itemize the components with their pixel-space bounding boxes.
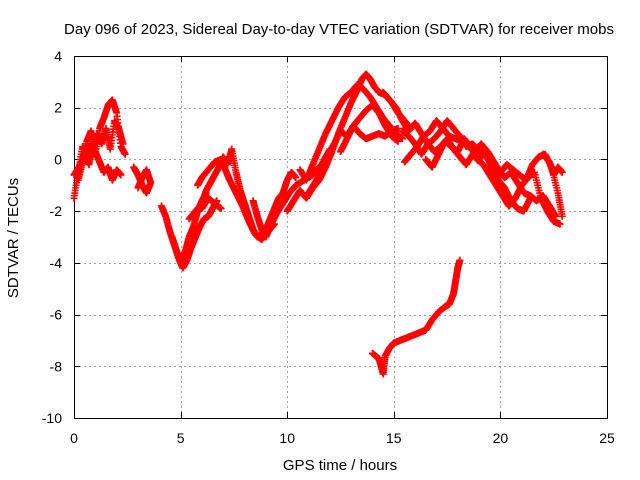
y-tick-label: 0 [54, 151, 62, 167]
x-tick-label: 25 [599, 430, 615, 446]
x-tick-label: 5 [177, 430, 185, 446]
data-point [394, 124, 402, 132]
data-point [556, 220, 564, 228]
data-point [121, 150, 129, 158]
series-trace-c [74, 127, 125, 184]
data-point [456, 256, 464, 264]
y-tick-label: 2 [54, 100, 62, 116]
x-tick-label: 10 [279, 430, 295, 446]
data-point [558, 168, 566, 176]
series-trace-s [539, 150, 566, 179]
x-tick-label: 15 [386, 430, 402, 446]
y-axis-label: SDTVAR / TECUs [5, 178, 22, 298]
series-trace-n [337, 101, 402, 156]
data-point [558, 212, 566, 220]
x-axis-tick-labels: 0 5 10 15 20 25 [70, 430, 615, 446]
y-tick-label: -8 [50, 358, 63, 374]
y-tick-label: -10 [42, 410, 62, 426]
y-tick-label: -2 [50, 203, 63, 219]
series-trace-j [249, 145, 334, 241]
data-point [292, 174, 300, 182]
data-point [394, 137, 402, 145]
plot-frame [74, 56, 608, 419]
axis-ticks [74, 56, 608, 419]
series-trace-d [130, 163, 155, 197]
y-tick-label: -4 [50, 255, 63, 271]
data-point [119, 140, 127, 148]
series-trace-m [305, 122, 402, 197]
data-point [398, 135, 406, 143]
series-trace-a [70, 96, 129, 202]
y-axis-tick-labels: 4 2 0 -2 -4 -6 -8 -10 [42, 48, 62, 426]
data-point [117, 171, 125, 179]
data-point [217, 205, 225, 213]
x-tick-label: 20 [493, 430, 509, 446]
data-points [70, 70, 566, 378]
data-point [134, 184, 142, 192]
series-trace-i [198, 194, 225, 213]
x-axis-label: GPS time / hours [283, 457, 397, 474]
series-trace-t [368, 256, 464, 378]
chart-title: Day 096 of 2023, Sidereal Day-to-day VTE… [64, 21, 614, 38]
y-tick-label: 4 [54, 48, 62, 64]
y-tick-label: -6 [50, 307, 63, 323]
series-trace-r [422, 135, 564, 228]
x-tick-label: 0 [70, 430, 78, 446]
